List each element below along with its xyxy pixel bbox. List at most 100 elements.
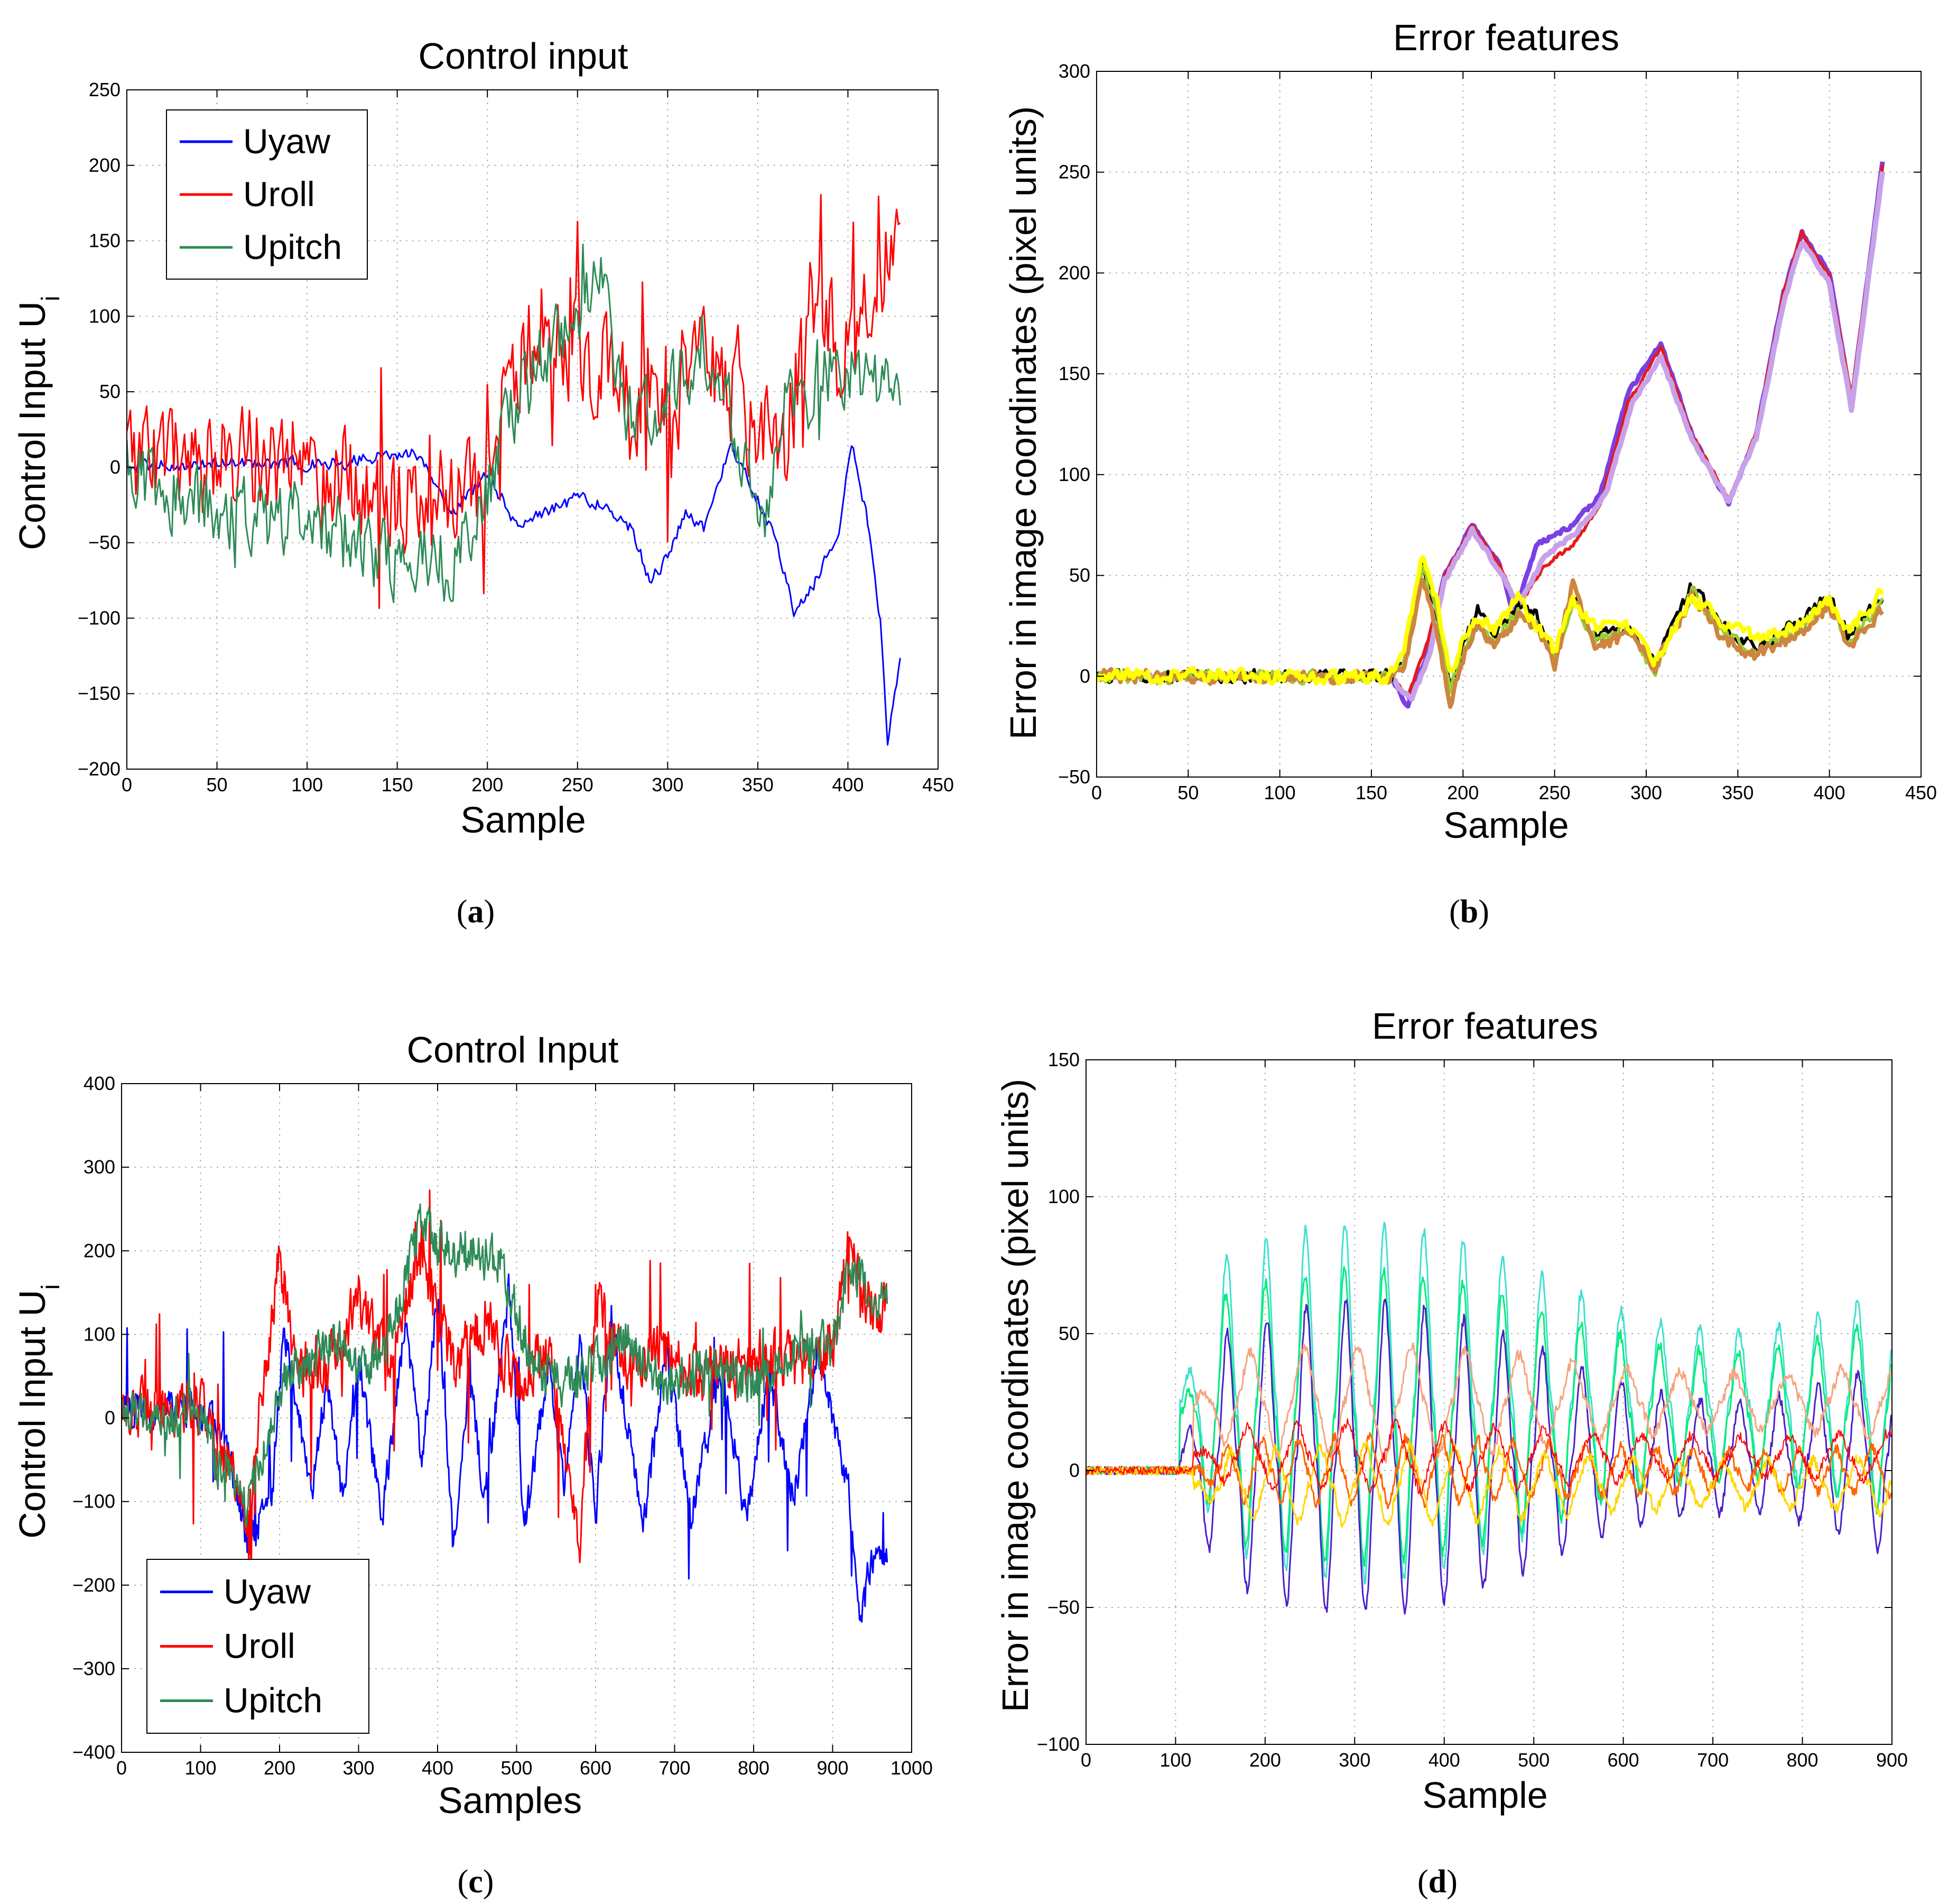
y-tick-label: 150 xyxy=(1048,1049,1080,1070)
y-tick-label: 50 xyxy=(1069,565,1090,586)
legend-c: Uyaw Uroll Upitch xyxy=(146,1559,369,1734)
y-tick-label: 0 xyxy=(105,1407,115,1429)
ylabel-a-main: Control Input U xyxy=(12,301,53,550)
series-line-upitch xyxy=(122,1203,888,1528)
y-tick-label: −50 xyxy=(1047,1596,1080,1618)
x-tick-label: 400 xyxy=(832,774,864,796)
legend-a: Uyaw Uroll Upitch xyxy=(166,109,368,280)
x-tick-label: 350 xyxy=(1722,782,1754,803)
y-tick-label: −50 xyxy=(1058,766,1090,788)
xlabel-c: Samples xyxy=(438,1780,582,1821)
y-tick-label: 50 xyxy=(1059,1323,1080,1344)
y-tick-label: −200 xyxy=(72,1574,115,1596)
legend-label-uyaw: Uyaw xyxy=(224,1572,311,1611)
y-tick-label: 0 xyxy=(110,456,120,478)
y-tick-label: −50 xyxy=(88,532,120,553)
y-tick-label: 250 xyxy=(1059,161,1090,183)
title-c: Control Input xyxy=(407,1029,619,1070)
caption-b-letter: b xyxy=(1460,894,1478,930)
caption-a: (a) xyxy=(457,894,495,930)
caption-c-letter: c xyxy=(468,1864,483,1900)
plot-area-b: 0 50 100 150 200 250 300 350 400 450−500501001502… xyxy=(1058,60,1937,803)
x-tick-label: 300 xyxy=(652,774,683,796)
x-tick-label: 0 xyxy=(1091,782,1102,803)
title-a: Control input xyxy=(419,35,628,77)
x-tick-label: 500 xyxy=(1518,1749,1550,1771)
y-tick-label: 200 xyxy=(89,154,120,176)
axes-frame xyxy=(1096,71,1922,778)
y-tick-label: 100 xyxy=(89,305,120,327)
x-tick-label: 150 xyxy=(382,774,413,796)
ylabel-a: Control Input Ui xyxy=(12,295,65,550)
panel-a: Control input 0 50 100 150 200 250 300 350 400 45… xyxy=(12,35,954,930)
x-tick-label: 300 xyxy=(1630,782,1662,803)
plot-background xyxy=(1097,71,1921,777)
y-tick-label: −100 xyxy=(78,607,120,628)
title-b: Error features xyxy=(1393,17,1619,58)
x-tick-label: 50 xyxy=(1177,782,1199,803)
x-tick-label: 400 xyxy=(1428,1749,1460,1771)
y-tick-label: −100 xyxy=(72,1491,115,1512)
series-line-upitch xyxy=(127,243,901,604)
axes-frame xyxy=(1086,1059,1892,1745)
caption-a-letter: a xyxy=(468,894,484,930)
x-tick-label: 700 xyxy=(1697,1749,1729,1771)
series-line-f2 xyxy=(1086,1266,1892,1567)
x-tick-label: 450 xyxy=(1905,782,1937,803)
xlabel-d: Sample xyxy=(1422,1774,1547,1816)
x-tick-label: 350 xyxy=(742,774,774,796)
panel-d: Error features 0 100 200 300 400 500 600 700 800… xyxy=(995,1005,1908,1900)
y-tick-label: 250 xyxy=(89,79,120,100)
x-tick-label: 300 xyxy=(1339,1749,1370,1771)
x-tick-label: 50 xyxy=(207,774,228,796)
x-tick-label: 0 xyxy=(116,1757,127,1779)
legend-label-uyaw: Uyaw xyxy=(243,122,330,161)
y-tick-label: −150 xyxy=(78,682,120,704)
panel-c: Control Input 0 100 200 300 400 500 600 700 800 9… xyxy=(12,1029,933,1900)
legend-label-uroll: Uroll xyxy=(243,174,315,214)
ylabel-d: Error in image coordinates (pixel units) xyxy=(995,1079,1036,1712)
ylabel-a-sub: i xyxy=(37,295,65,301)
x-tick-label: 100 xyxy=(291,774,323,796)
y-tick-label: 100 xyxy=(84,1323,115,1345)
x-tick-label: 200 xyxy=(471,774,503,796)
x-tick-label: 200 xyxy=(264,1757,295,1779)
x-tick-label: 200 xyxy=(1249,1749,1281,1771)
x-tick-label: 400 xyxy=(422,1757,453,1779)
y-tick-label: 300 xyxy=(84,1156,115,1178)
x-tick-label: 400 xyxy=(1814,782,1845,803)
caption-b: (b) xyxy=(1449,894,1489,930)
axes-frame xyxy=(126,89,939,770)
y-tick-label: −200 xyxy=(78,758,120,780)
x-tick-label: 450 xyxy=(922,774,954,796)
y-tick-label: 100 xyxy=(1059,464,1090,485)
x-tick-label: 700 xyxy=(658,1757,690,1779)
x-tick-label: 150 xyxy=(1356,782,1387,803)
ylabel-c: Control Input Ui xyxy=(12,1284,65,1538)
y-tick-label: 0 xyxy=(1069,1459,1080,1481)
series-group xyxy=(1086,1222,1892,1615)
y-tick-label: 400 xyxy=(84,1073,115,1094)
x-tick-label: 600 xyxy=(580,1757,611,1779)
legend-label-upitch: Upitch xyxy=(224,1681,322,1720)
plot-background xyxy=(1086,1060,1892,1744)
x-tick-label: 100 xyxy=(1159,1749,1191,1771)
y-tick-label: 150 xyxy=(89,230,120,252)
y-tick-label: 50 xyxy=(99,381,120,402)
y-tick-label: 200 xyxy=(84,1240,115,1261)
x-tick-label: 200 xyxy=(1447,782,1479,803)
legend-label-uroll: Uroll xyxy=(224,1626,295,1666)
x-tick-label: 250 xyxy=(1539,782,1571,803)
series-line-f7 xyxy=(1086,1418,1892,1495)
y-tick-label: 200 xyxy=(1059,262,1090,283)
y-tick-label: 100 xyxy=(1048,1186,1080,1207)
caption-c: (c) xyxy=(458,1864,494,1900)
series-line-uroll xyxy=(127,194,901,609)
x-tick-label: 800 xyxy=(1787,1749,1819,1771)
x-tick-label: 0 xyxy=(122,774,132,796)
xlabel-b: Sample xyxy=(1443,805,1569,846)
y-tick-label: 0 xyxy=(1080,665,1090,687)
x-tick-label: 100 xyxy=(184,1757,216,1779)
y-tick-label: −300 xyxy=(72,1658,115,1679)
ylabel-c-main: Control Input U xyxy=(12,1290,53,1539)
